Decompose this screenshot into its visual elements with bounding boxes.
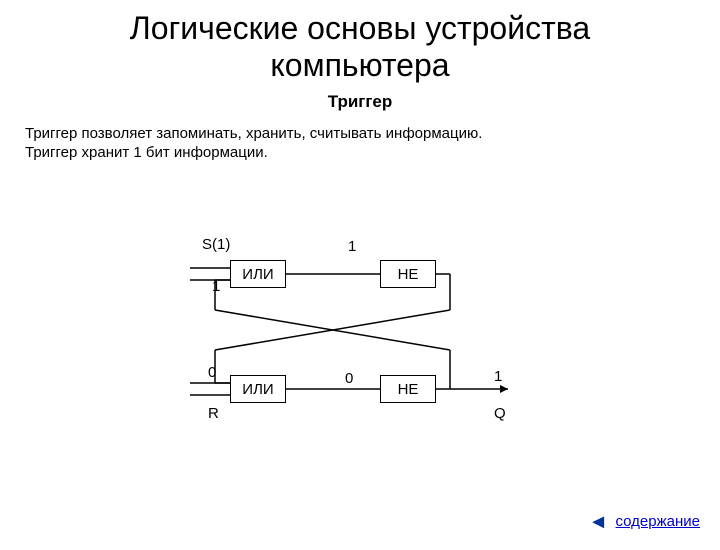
label-one1: 1	[212, 278, 220, 295]
gate-not2: НЕ	[380, 375, 436, 403]
label-mid1: 1	[348, 238, 356, 255]
back-arrow-icon: ◄	[588, 511, 608, 534]
contents-link[interactable]: содержание	[616, 513, 701, 530]
label-r: R	[208, 405, 219, 422]
gate-or2: ИЛИ	[230, 375, 286, 403]
label-zero: 0	[208, 364, 216, 381]
label-mid0: 0	[345, 370, 353, 387]
label-out1: 1	[494, 368, 502, 385]
label-s: S(1)	[202, 236, 230, 253]
trigger-diagram	[0, 10, 720, 550]
label-q: Q	[494, 405, 506, 422]
gate-not1: НЕ	[380, 260, 436, 288]
gate-or1: ИЛИ	[230, 260, 286, 288]
